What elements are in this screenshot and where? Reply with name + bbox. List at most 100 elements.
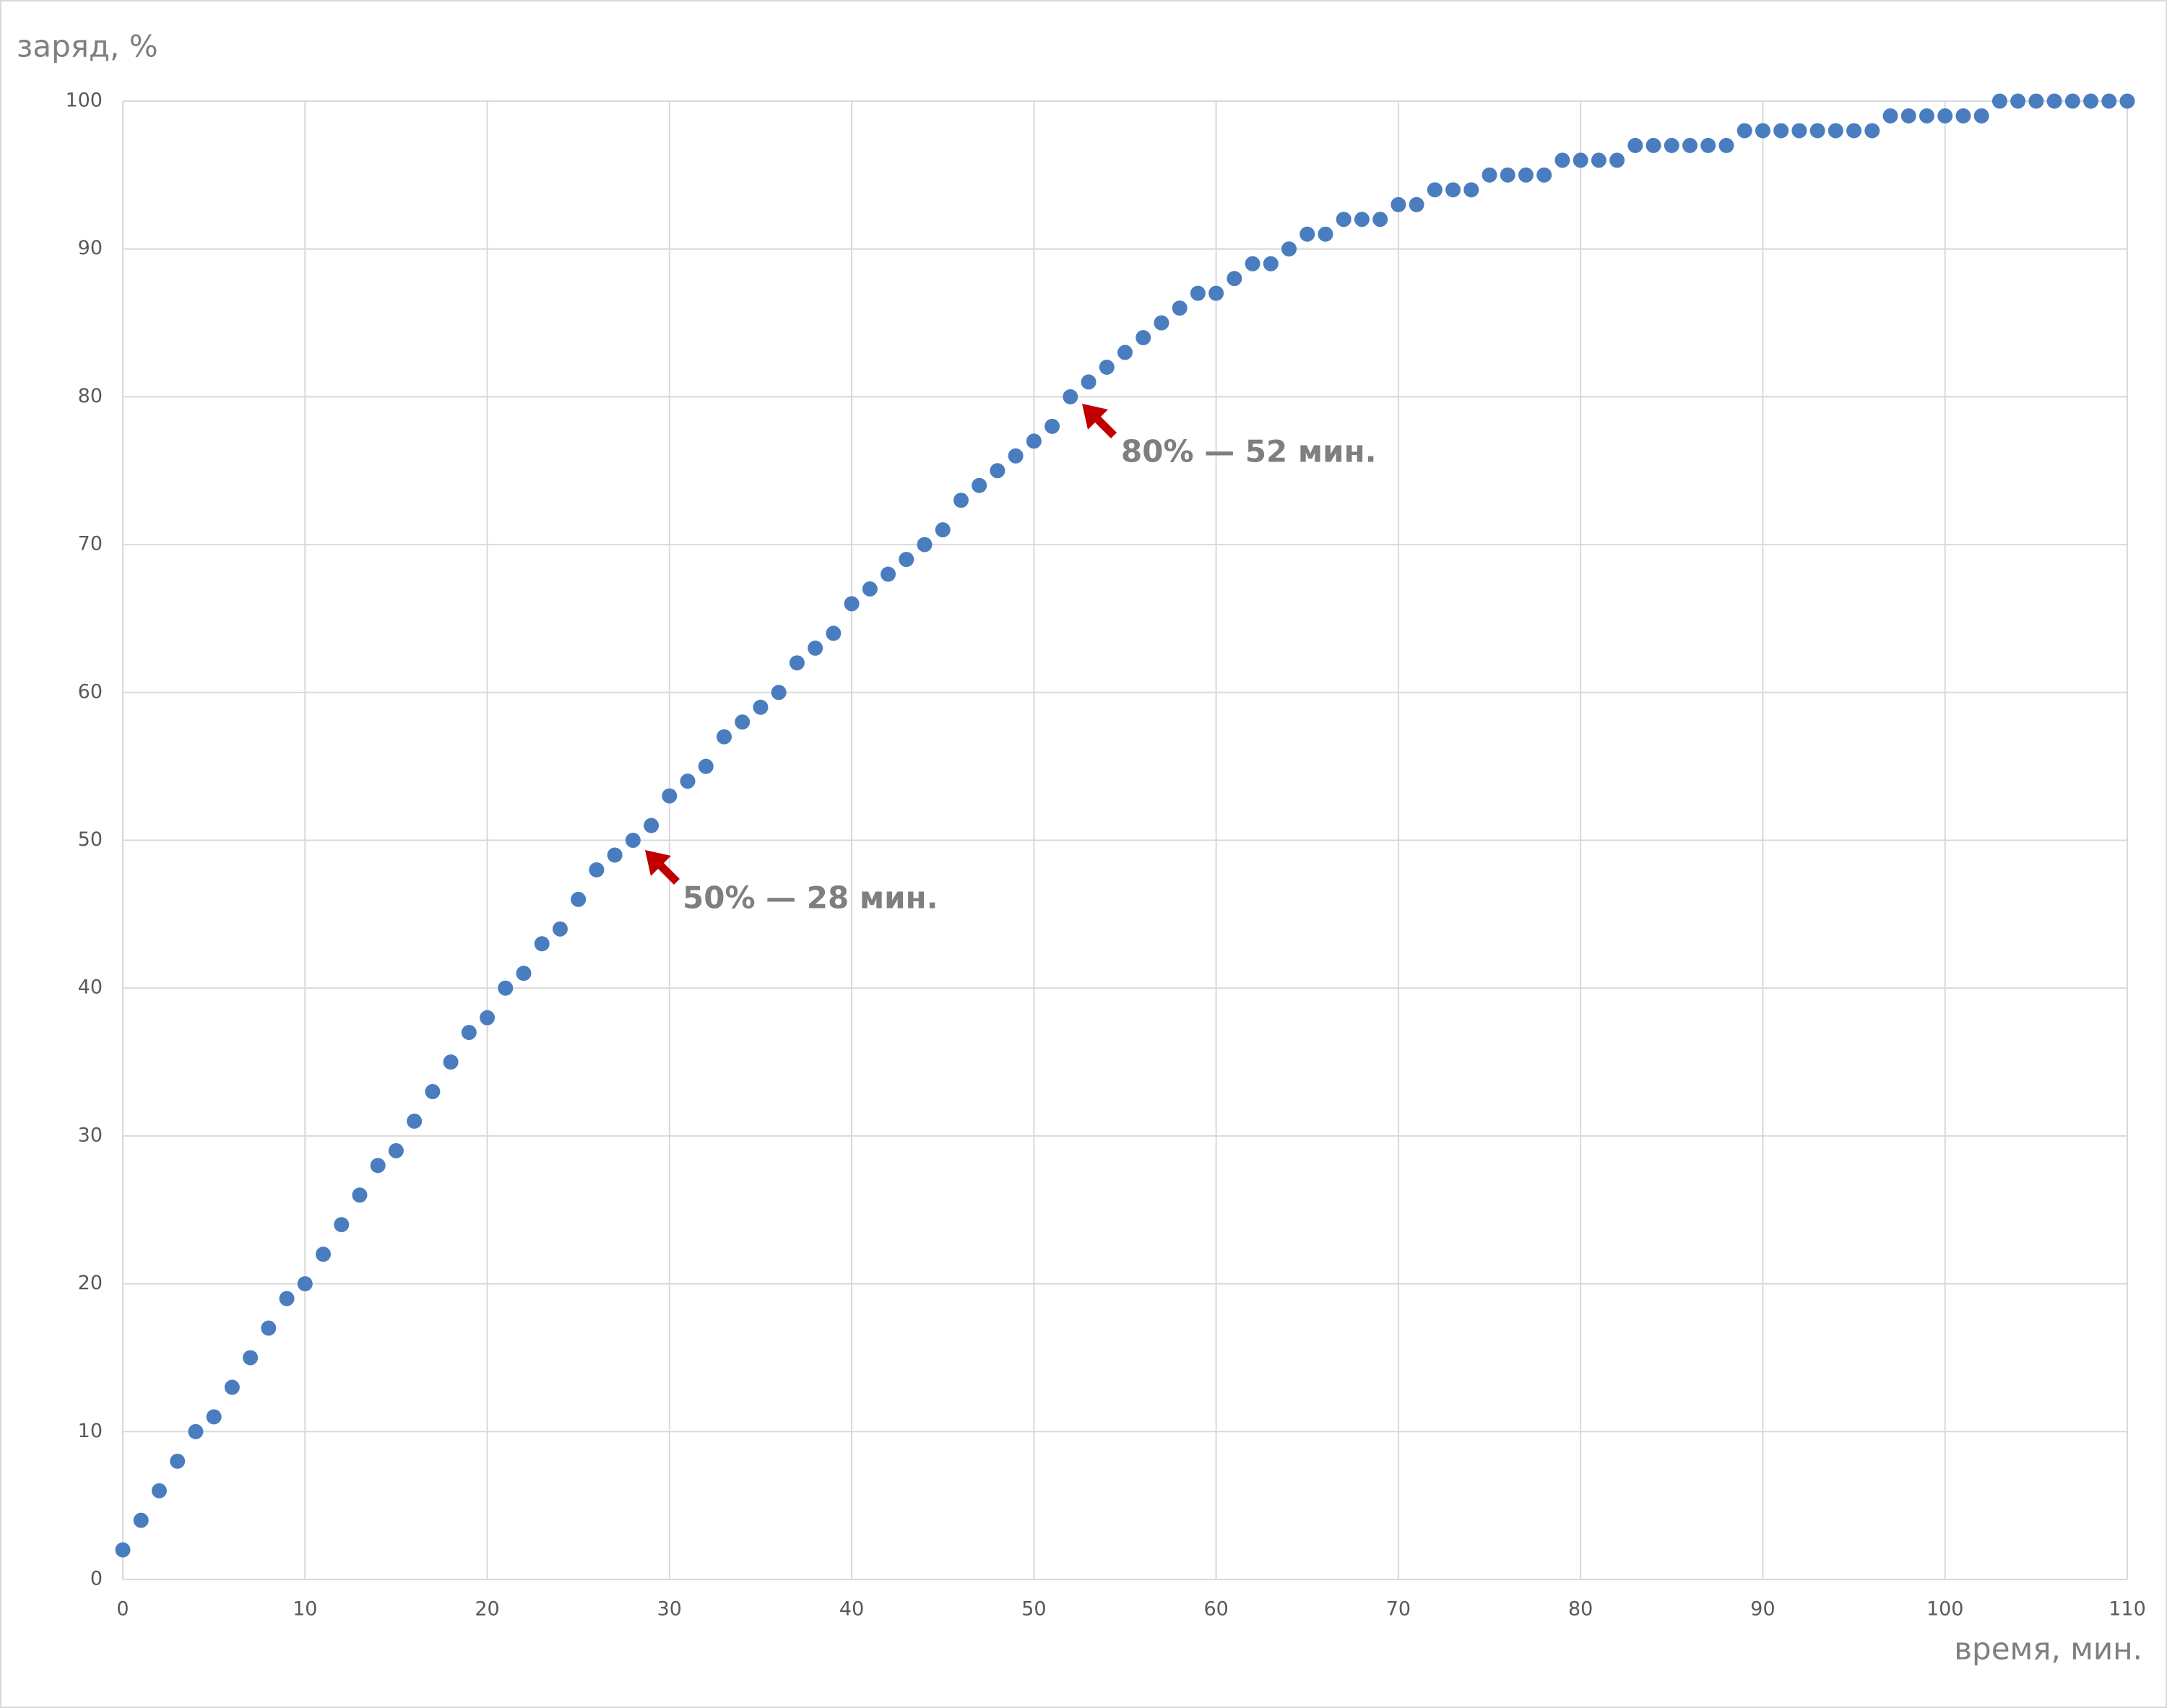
point [2083, 93, 2099, 109]
point [1318, 226, 1333, 242]
point [1445, 182, 1461, 198]
point [1482, 167, 1497, 183]
point [1718, 137, 1734, 153]
x-tick-label: 70 [1386, 1598, 1411, 1621]
x-tick-label: 100 [1926, 1598, 1964, 1621]
point [1154, 315, 1169, 331]
annotation-arrow [1082, 404, 1117, 438]
point [224, 1379, 240, 1395]
grid: 0 10 20 30 40 50 60 70 80 90 100 0 10 20 30 40 50 60 70 80 9… [65, 90, 2145, 1621]
point [844, 596, 860, 612]
point [1427, 182, 1442, 198]
point [370, 1158, 386, 1174]
x-tick-label: 50 [1021, 1598, 1046, 1621]
point [1463, 182, 1479, 198]
point [352, 1187, 368, 1203]
y-tick-label: 50 [78, 828, 103, 851]
point [826, 625, 842, 641]
y-tick-label: 80 [78, 385, 103, 407]
point [1518, 167, 1534, 183]
point [261, 1320, 277, 1336]
point [206, 1409, 222, 1425]
point [1354, 212, 1370, 227]
point [1919, 108, 1934, 123]
point [297, 1276, 313, 1292]
x-tick-label: 60 [1203, 1598, 1228, 1621]
point [717, 729, 732, 745]
y-tick-label: 40 [78, 976, 103, 999]
point [899, 552, 914, 568]
y-tick-label: 10 [78, 1420, 103, 1442]
point [480, 1010, 496, 1026]
point [1409, 196, 1424, 212]
point [498, 980, 514, 996]
point [461, 1025, 477, 1041]
point [425, 1083, 441, 1099]
point [1682, 137, 1698, 153]
point [1900, 108, 1916, 123]
point [644, 818, 659, 833]
point [334, 1217, 350, 1233]
point [407, 1113, 423, 1129]
point [680, 773, 696, 789]
point [753, 699, 769, 715]
y-tick-label: 90 [78, 237, 103, 259]
point [2119, 93, 2135, 109]
point [2101, 93, 2117, 109]
annotation-arrow [645, 850, 680, 885]
point [662, 788, 678, 804]
y-tick-label: 100 [65, 90, 103, 112]
point [1591, 152, 1606, 168]
point [990, 463, 1005, 479]
point [1645, 137, 1661, 153]
point [1044, 418, 1060, 434]
point [2010, 93, 2026, 109]
point [170, 1453, 186, 1469]
point [789, 655, 805, 671]
point [1281, 241, 1297, 257]
point [1828, 123, 1843, 139]
point [571, 891, 587, 907]
point [1755, 123, 1770, 139]
point [1117, 344, 1133, 360]
point [1627, 137, 1643, 153]
point [1882, 108, 1898, 123]
point [625, 833, 641, 848]
point [1573, 152, 1588, 168]
y-tick-label: 60 [78, 680, 103, 703]
point [1536, 167, 1552, 183]
point [2028, 93, 2044, 109]
point [1791, 123, 1807, 139]
x-tick-label: 110 [2108, 1598, 2146, 1621]
y-tick-label: 30 [78, 1124, 103, 1146]
point [1390, 196, 1406, 212]
point [972, 477, 987, 493]
point [1136, 330, 1151, 346]
point [1664, 137, 1679, 153]
point [1809, 123, 1825, 139]
point [1554, 152, 1570, 168]
point [1099, 359, 1115, 375]
point [188, 1423, 204, 1439]
point [1846, 123, 1862, 139]
point [2046, 93, 2062, 109]
point [1299, 226, 1315, 242]
point [935, 522, 951, 538]
x-tick-label: 30 [657, 1598, 682, 1621]
point [1190, 285, 1206, 301]
point [917, 537, 933, 552]
annotation: 50% — 28 мин. [683, 880, 938, 916]
point [1736, 123, 1752, 139]
point [698, 758, 714, 774]
point [1245, 256, 1260, 272]
point [2064, 93, 2080, 109]
x-axis-title: время, мин. [1954, 1631, 2142, 1667]
point [1864, 123, 1880, 139]
point [115, 1542, 131, 1558]
plot [115, 93, 2135, 1558]
point [1336, 212, 1351, 227]
point [881, 566, 896, 582]
point [151, 1483, 167, 1499]
